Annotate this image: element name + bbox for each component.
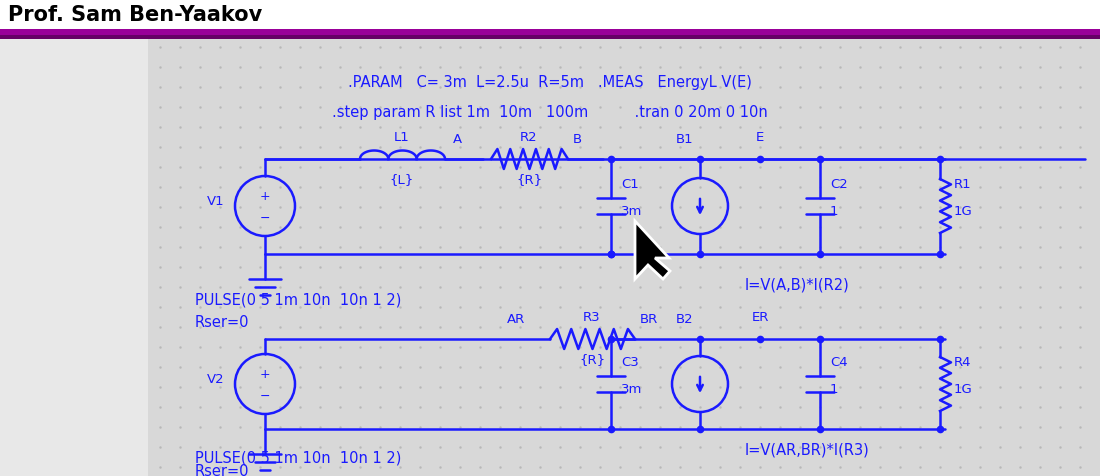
Text: .step param R list 1m  10m   100m          .tran 0 20m 0 10n: .step param R list 1m 10m 100m .tran 0 2… [332, 104, 768, 119]
Text: L1: L1 [394, 131, 410, 144]
Text: I=V(A,B)*I(R2): I=V(A,B)*I(R2) [745, 277, 850, 292]
Text: BR: BR [640, 313, 658, 326]
Text: 3m: 3m [621, 383, 642, 396]
Text: ER: ER [751, 311, 769, 324]
Text: I=V(AR,BR)*I(R3): I=V(AR,BR)*I(R3) [745, 442, 870, 456]
Text: 1G: 1G [954, 205, 972, 218]
Text: C3: C3 [621, 356, 639, 369]
Text: −: − [260, 211, 271, 224]
Text: +: + [260, 368, 271, 381]
Text: PULSE(0 5 1m 10n  10n 1 2): PULSE(0 5 1m 10n 10n 1 2) [195, 449, 402, 465]
Text: .PARAM   C= 3m  L=2.5u  R=5m   .MEAS   EnergyL V(E): .PARAM C= 3m L=2.5u R=5m .MEAS EnergyL V… [348, 74, 752, 89]
Text: 3m: 3m [621, 205, 642, 218]
Text: V2: V2 [208, 373, 226, 386]
Bar [0, 0, 1100, 30]
Text: B1: B1 [676, 133, 694, 146]
Text: B2: B2 [676, 313, 694, 326]
Bar [0, 36, 1100, 40]
Text: −: − [260, 389, 271, 402]
Text: V1: V1 [208, 195, 226, 208]
Text: R3: R3 [583, 311, 601, 324]
Text: 1G: 1G [954, 383, 972, 396]
Text: {L}: {L} [389, 173, 414, 186]
Text: Prof. Sam Ben-Yaakov: Prof. Sam Ben-Yaakov [8, 5, 262, 25]
Text: 1: 1 [830, 205, 838, 218]
Text: R1: R1 [954, 178, 971, 191]
Text: {R}: {R} [516, 173, 542, 186]
Text: C1: C1 [621, 178, 639, 191]
Text: R4: R4 [954, 356, 971, 369]
Text: B: B [573, 133, 582, 146]
Text: E: E [756, 131, 764, 144]
Text: C4: C4 [830, 356, 848, 369]
Text: Rser=0: Rser=0 [195, 464, 250, 476]
Text: +: + [260, 190, 271, 203]
Text: 1: 1 [830, 383, 838, 396]
Text: C2: C2 [830, 178, 848, 191]
Bar [0, 40, 148, 476]
Text: R2: R2 [520, 131, 538, 144]
Bar [0, 30, 1100, 36]
Text: A: A [453, 133, 462, 146]
Polygon shape [635, 221, 670, 279]
Text: PULSE(0 5 1m 10n  10n 1 2): PULSE(0 5 1m 10n 10n 1 2) [195, 292, 402, 307]
Text: {R}: {R} [579, 353, 605, 366]
Text: Rser=0: Rser=0 [195, 315, 250, 330]
Text: AR: AR [507, 313, 525, 326]
